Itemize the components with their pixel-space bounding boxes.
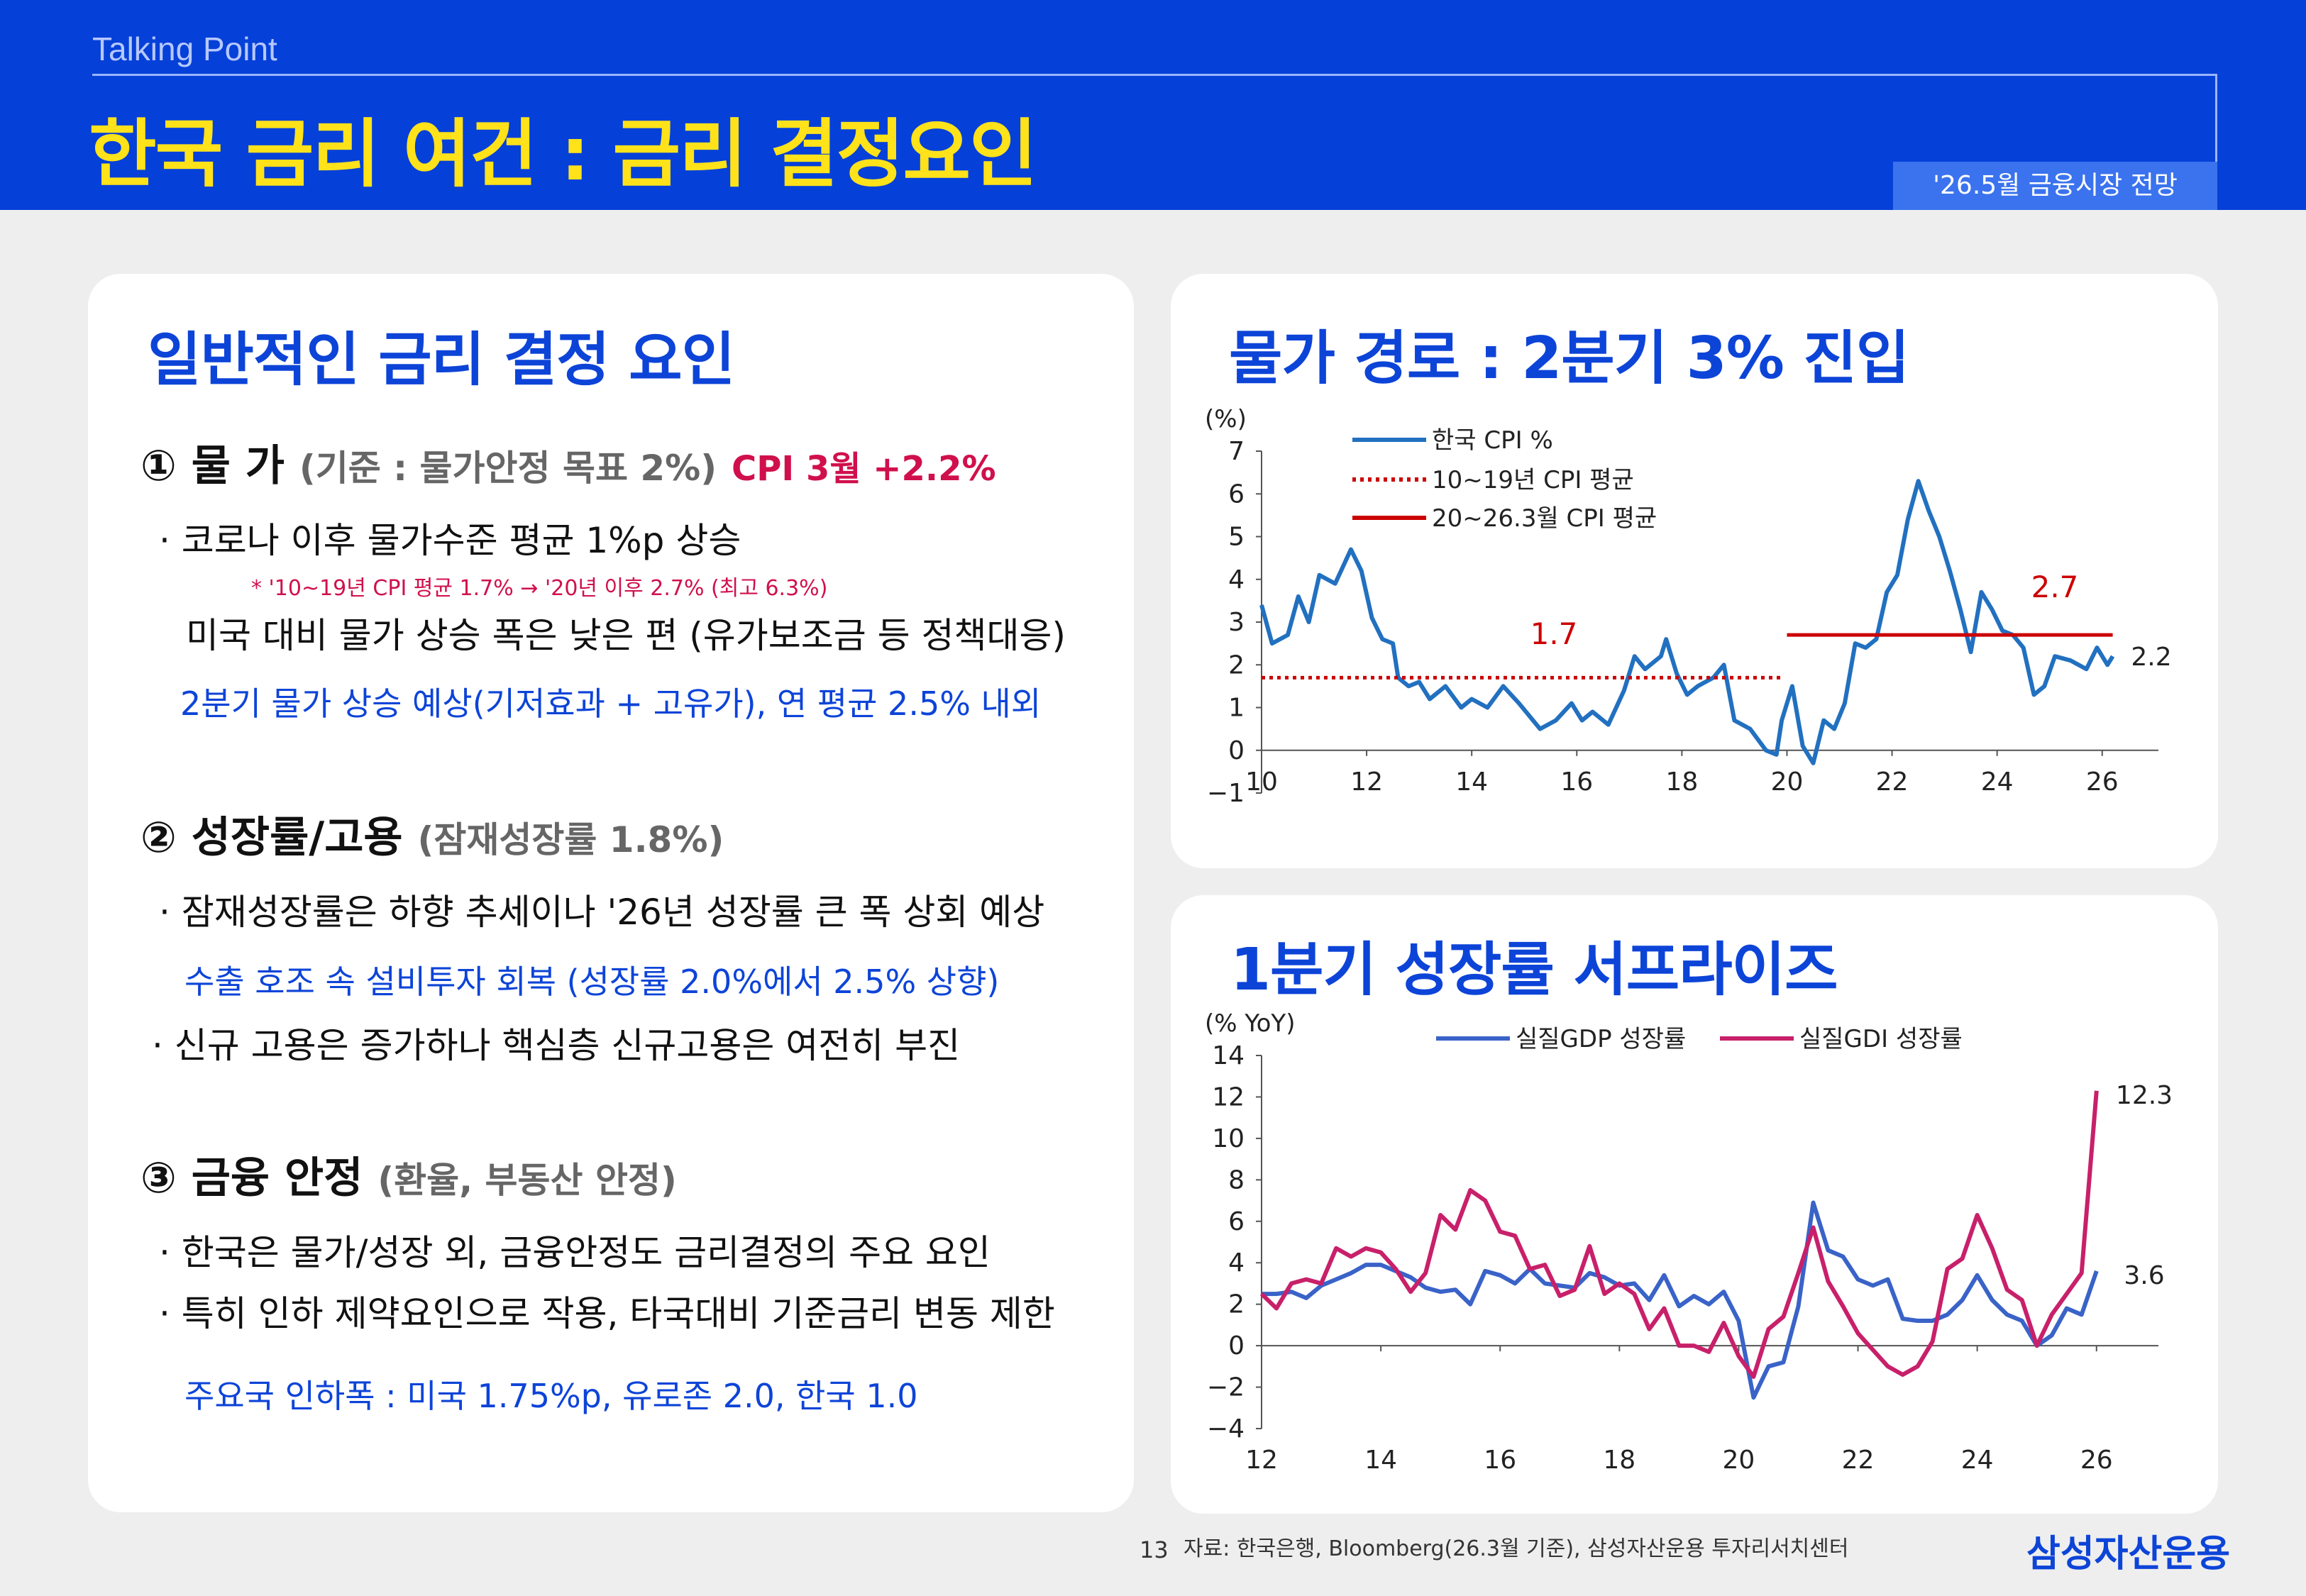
section-3-heading: ③ 금융 안정 (환율, 부동산 안정) [140, 1143, 677, 1205]
section-3-number: ③ [140, 1153, 177, 1203]
section-2-heading: ② 성장률/고용 (잠재성장률 1.8%) [140, 803, 724, 865]
section-2-bullet-1: · 잠재성장률은 하향 추세이나 '26년 성장률 큰 폭 상회 예상 [159, 892, 1045, 933]
legend-label: 실질GDI 성장률 [1799, 1025, 1963, 1053]
section-1-number: ① [140, 441, 177, 491]
x-tick-label: 26 [2086, 767, 2119, 797]
rate-factors-card: 일반적인 금리 결정 요인 ① 물 가 (기준 : 물가안정 목표 2%) CP… [88, 274, 1134, 1512]
section-3-sub: (환율, 부동산 안정) [377, 1160, 677, 1201]
y-tick-label: 2 [1228, 650, 1245, 680]
y-tick-label: −1 [1207, 779, 1245, 808]
y-tick-label: 12 [1212, 1082, 1245, 1112]
cpi-chart-card: 물가 경로 : 2분기 3% 진입 (%) −1 0 1 2 3 4 5 6 7 10 12 14 16 1… [1171, 274, 2218, 868]
gdp-chart-card: 1분기 성장률 서프라이즈 (% YoY) −4 −2 0 2 4 6 8 10 12 14 12 14… [1171, 895, 2218, 1514]
section-2-bullet-3: · 신규 고용은 증가하나 핵심층 신규고용은 여전히 부진 [152, 1025, 961, 1066]
data-label: 2.2 [2131, 643, 2171, 672]
legend-label: 한국 CPI % [1432, 426, 1553, 455]
header-divider-vertical [2215, 74, 2217, 166]
legend-label: 실질GDP 성장률 [1516, 1025, 1686, 1053]
section-1-heading: ① 물 가 (기준 : 물가안정 목표 2%) CPI 3월 +2.2% [140, 431, 996, 493]
section-1-note: * '10~19년 CPI 평균 1.7% → '20년 이후 2.7% (최고… [251, 576, 828, 601]
y-tick-label: 3 [1228, 608, 1245, 637]
data-label: 2.7 [2031, 570, 2079, 604]
x-tick-label: 16 [1484, 1446, 1516, 1475]
x-tick-label: 22 [1876, 767, 1909, 797]
page-number: 13 [1140, 1536, 1169, 1563]
section-1-bullet-1: · 코로나 이후 물가수준 평균 1%p 상승 [159, 520, 741, 561]
section-1-cpi: CPI 3월 +2.2% [732, 449, 996, 489]
data-label: 1.7 [1530, 616, 1578, 651]
report-badge: '26.5월 금융시장 전망 [1893, 162, 2217, 210]
page-title: 한국 금리 여건 : 금리 결정요인 [89, 111, 1037, 197]
y-tick-label: 1 [1228, 694, 1245, 723]
section-2-title: 성장률/고용 [191, 813, 403, 863]
header-bar: Talking Point 한국 금리 여건 : 금리 결정요인 '26.5월 … [0, 0, 2306, 210]
y-axis-unit: (%) [1205, 405, 1247, 433]
y-tick-label: 0 [1228, 1331, 1245, 1361]
section-2-sub: (잠재성장률 1.8%) [417, 819, 724, 860]
source-note: 자료: 한국은행, Bloomberg(26.3월 기준), 삼성자산운용 투자… [1184, 1536, 1849, 1561]
y-tick-label: 0 [1228, 736, 1245, 765]
series-line-1 [1259, 479, 2115, 765]
x-tick-label: 10 [1245, 767, 1278, 797]
x-tick-label: 18 [1665, 767, 1698, 797]
section-3-bullet-1: · 한국은 물가/성장 외, 금융안정도 금리결정의 주요 요인 [159, 1232, 991, 1273]
x-tick-label: 20 [1723, 1446, 1755, 1475]
y-tick-label: 6 [1228, 480, 1245, 509]
y-tick-label: 8 [1228, 1165, 1245, 1195]
x-tick-label: 14 [1455, 767, 1488, 797]
x-tick-label: 14 [1364, 1446, 1397, 1475]
section-3-title: 금융 안정 [191, 1153, 363, 1203]
section-1-sub: (기준 : 물가안정 목표 2%) [299, 448, 717, 489]
section-1-bullet-3: 2분기 물가 상승 예상(기저효과 + 고유가), 연 평균 2.5% 내외 [180, 685, 1042, 723]
section-2-bullet-2: 수출 호조 속 설비투자 회복 (성장률 2.0%에서 2.5% 상향) [184, 963, 1000, 1001]
rate-factors-title: 일반적인 금리 결정 요인 [148, 326, 735, 394]
company-logo: 삼성자산운용 [2026, 1533, 2231, 1575]
section-3-bullet-3: 주요국 인하폭 : 미국 1.75%p, 유로존 2.0, 한국 1.0 [184, 1377, 918, 1415]
section-1-bullet-2: 미국 대비 물가 상승 폭은 낮은 편 (유가보조금 등 정책대응) [186, 615, 1066, 656]
x-tick-label: 24 [1961, 1446, 1994, 1475]
section-2-number: ② [140, 813, 177, 863]
data-label: 12.3 [2116, 1081, 2173, 1110]
y-tick-label: 4 [1228, 565, 1245, 594]
y-tick-label: 6 [1228, 1207, 1245, 1236]
x-tick-label: 12 [1245, 1446, 1278, 1475]
y-tick-label: −4 [1207, 1414, 1245, 1443]
x-tick-label: 12 [1350, 767, 1383, 797]
legend-label: 10~19년 CPI 평균 [1432, 466, 1634, 494]
x-tick-label: 18 [1603, 1446, 1635, 1475]
y-tick-label: 14 [1212, 1041, 1245, 1070]
x-tick-label: 22 [1842, 1446, 1875, 1475]
data-label: 3.6 [2124, 1261, 2164, 1290]
section-3-bullet-2: · 특히 인하 제약요인으로 작용, 타국대비 기준금리 변동 제한 [159, 1293, 1055, 1334]
x-tick-label: 20 [1771, 767, 1804, 797]
gdp-chart-title: 1분기 성장률 서프라이즈 [1230, 936, 1838, 1004]
y-tick-label: −2 [1207, 1373, 1245, 1402]
x-tick-label: 24 [1981, 767, 2014, 797]
x-tick-label: 16 [1560, 767, 1593, 797]
y-tick-label: 2 [1228, 1290, 1245, 1319]
x-tick-label: 26 [2080, 1446, 2113, 1475]
talking-point-label: Talking Point [92, 31, 277, 67]
y-tick-label: 7 [1228, 437, 1245, 466]
y-tick-label: 4 [1228, 1248, 1245, 1278]
series-line-2 [1259, 1090, 2099, 1379]
y-tick-label: 5 [1228, 523, 1245, 552]
y-axis-unit: (% YoY) [1205, 1009, 1295, 1038]
cpi-chart-title: 물가 경로 : 2분기 3% 진입 [1229, 325, 1909, 392]
header-divider [92, 74, 2217, 76]
section-1-title: 물 가 [191, 441, 285, 491]
legend-label: 20~26.3월 CPI 평균 [1432, 504, 1657, 533]
y-tick-label: 10 [1212, 1124, 1245, 1153]
